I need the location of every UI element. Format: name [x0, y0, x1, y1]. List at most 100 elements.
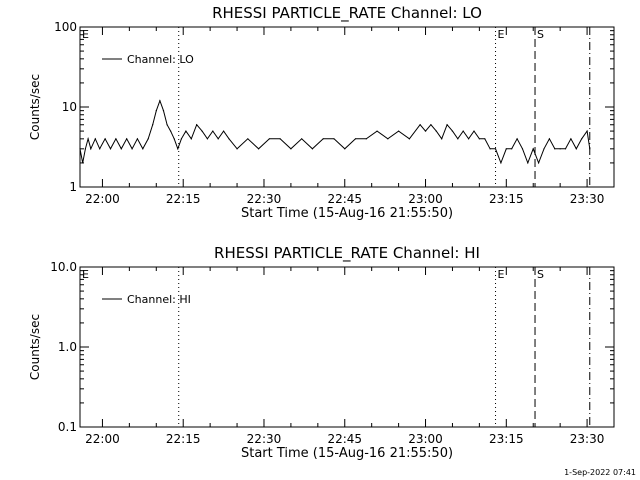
- x-tick-label: 23:30: [570, 192, 605, 206]
- data-point: [344, 148, 346, 150]
- marker-label-s: S: [537, 268, 544, 281]
- data-point: [478, 138, 480, 140]
- data-point: [365, 138, 367, 140]
- series-line-channel-lo: [79, 99, 591, 165]
- data-point: [451, 130, 454, 132]
- data-point: [217, 138, 219, 140]
- chart-title: RHESSI PARTICLE_RATE Channel: LO: [212, 4, 482, 23]
- data-point: [115, 138, 117, 140]
- x-tick-label: 23:15: [489, 432, 524, 446]
- data-point: [527, 162, 529, 164]
- data-point: [166, 124, 168, 126]
- data-point: [430, 124, 432, 126]
- data-point: [511, 148, 513, 150]
- data-point: [473, 130, 475, 132]
- y-axis-label: Counts/sec: [28, 74, 42, 140]
- data-point: [82, 162, 84, 164]
- x-tick-label: 22:45: [327, 192, 362, 206]
- data-point: [408, 138, 410, 140]
- data-point: [548, 138, 550, 140]
- x-tick-label: 23:00: [408, 192, 443, 206]
- data-point: [87, 138, 89, 140]
- data-point: [206, 138, 209, 140]
- chart-panel-hi: RHESSI PARTICLE_RATE Channel: HI 22:00 22:…: [28, 244, 615, 461]
- data-point: [424, 130, 427, 132]
- data-point: [201, 130, 203, 132]
- x-tick-label: 22:30: [247, 192, 282, 206]
- data-point: [94, 138, 96, 140]
- x-tick-label: 23:00: [408, 432, 443, 446]
- marker-label-e: E: [82, 268, 89, 281]
- y-tick-label: 10: [62, 100, 77, 114]
- data-point: [376, 130, 378, 132]
- data-point: [126, 138, 128, 140]
- data-point: [543, 148, 545, 150]
- x-tick-label: 23:15: [489, 192, 524, 206]
- data-point: [398, 130, 400, 132]
- data-point: [575, 148, 577, 150]
- data-point: [170, 130, 172, 132]
- data-point: [257, 148, 260, 150]
- data-point: [419, 124, 421, 126]
- data-point: [131, 148, 133, 150]
- marker-label-e: E: [82, 28, 89, 41]
- data-point: [435, 130, 437, 132]
- chart-panel-lo: RHESSI PARTICLE_RATE Channel: LO 22:00 22:…: [28, 4, 615, 221]
- x-tick-label: 23:30: [570, 432, 605, 446]
- data-point: [554, 148, 556, 150]
- data-point: [136, 138, 139, 140]
- y-tick-label: 100: [54, 20, 77, 34]
- legend-entry: Channel: LO: [127, 53, 194, 66]
- data-point: [500, 162, 502, 164]
- y-tick-label: 1.0: [58, 340, 77, 354]
- data-point: [521, 148, 524, 150]
- data-point: [559, 148, 561, 150]
- data-point: [322, 138, 324, 140]
- data-point: [457, 138, 459, 140]
- data-point: [462, 130, 464, 132]
- data-point: [180, 138, 183, 140]
- data-point: [290, 148, 292, 150]
- data-point: [494, 148, 497, 150]
- y-tick-label: 1: [69, 180, 77, 194]
- data-point: [446, 124, 448, 126]
- data-point: [84, 148, 86, 150]
- data-point: [570, 138, 572, 140]
- data-point: [109, 148, 112, 150]
- data-point: [236, 148, 238, 150]
- data-point: [268, 138, 270, 140]
- marker-label-e: E: [498, 268, 505, 281]
- data-point: [120, 148, 122, 150]
- timestamp-footer: 1-Sep-2022 07:41: [564, 468, 636, 477]
- data-point: [301, 138, 303, 140]
- data-point: [484, 138, 486, 140]
- data-point: [155, 110, 157, 112]
- legend-entry: Channel: HI: [127, 293, 191, 306]
- x-axis-label: Start Time (15-Aug-16 21:55:50): [241, 206, 453, 221]
- data-point: [99, 148, 101, 150]
- x-tick-label: 22:15: [166, 192, 201, 206]
- data-point: [586, 130, 588, 132]
- x-axis-label: Start Time (15-Aug-16 21:55:50): [241, 446, 453, 461]
- x-tick-label: 22:45: [327, 432, 362, 446]
- data-point: [505, 148, 507, 150]
- data-point: [90, 148, 92, 150]
- data-point: [177, 148, 179, 150]
- data-point: [441, 138, 443, 140]
- data-point: [516, 138, 518, 140]
- data-point: [354, 138, 357, 140]
- data-point: [333, 138, 335, 140]
- data-point: [589, 148, 591, 150]
- data-point: [222, 130, 225, 132]
- data-point: [489, 148, 491, 150]
- data-point: [104, 138, 106, 140]
- data-point: [581, 138, 583, 140]
- data-point: [538, 162, 540, 164]
- y-tick-label: 0.1: [58, 420, 77, 434]
- y-axis-label: Counts/sec: [28, 314, 42, 380]
- data-point: [79, 148, 81, 150]
- data-point: [228, 138, 230, 140]
- data-point: [196, 124, 198, 126]
- data-point: [387, 138, 389, 140]
